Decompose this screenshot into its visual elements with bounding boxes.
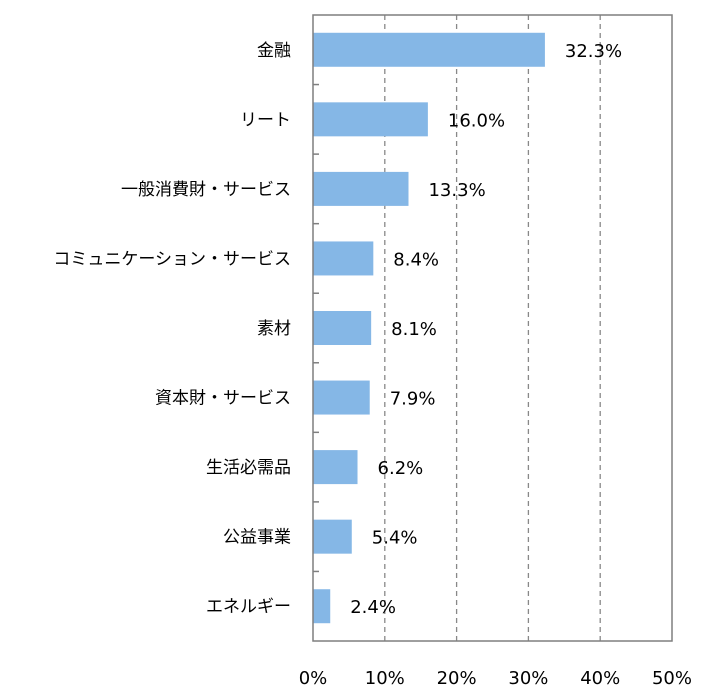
y-axis-ticks [313, 83, 319, 573]
category-label: エネルギー [206, 597, 291, 617]
value-label: 8.1% [391, 319, 437, 340]
value-labels: 32.3% 16.0% 13.3% 8.4% 8.1% 7.9% 6.2% 5.4% 2.4% [350, 41, 622, 618]
value-label: 13.3% [428, 180, 485, 201]
bar-6 [313, 450, 358, 485]
value-label: 8.4% [393, 249, 439, 270]
bars [313, 32, 545, 624]
bar-7 [313, 519, 352, 554]
plot-frame [312, 14, 673, 642]
x-axis-tick-labels: 0% 10% 20% 30% 40% 50% [299, 668, 692, 689]
x-tick-label: 50% [652, 668, 692, 689]
bar-5 [313, 380, 370, 415]
x-tick-label: 20% [437, 668, 477, 689]
category-label: コミュニケーション・サービス [53, 249, 291, 269]
category-label: 金融 [257, 41, 291, 61]
x-tick-label: 0% [299, 668, 328, 689]
x-tick-label: 10% [365, 668, 405, 689]
value-label: 16.0% [448, 110, 505, 131]
value-label: 7.9% [390, 389, 436, 410]
category-label: 資本財・サービス [155, 389, 291, 409]
bar-2 [313, 171, 409, 206]
category-label: 素材 [257, 319, 291, 339]
category-label: 生活必需品 [206, 458, 291, 478]
bar-1 [313, 102, 428, 137]
category-label: リート [240, 110, 291, 130]
bar-3 [313, 241, 374, 276]
value-label: 6.2% [378, 458, 424, 479]
bar-8 [313, 589, 331, 624]
category-label: 公益事業 [223, 528, 291, 548]
x-tick-label: 30% [508, 668, 548, 689]
category-labels: 金融リート一般消費財・サービスコミュニケーション・サービス素材資本財・サービス生… [53, 41, 291, 617]
value-label: 5.4% [372, 528, 418, 549]
value-label: 32.3% [565, 41, 622, 62]
bar-0 [313, 32, 545, 67]
bar-4 [313, 311, 372, 345]
category-label: 一般消費財・サービス [121, 180, 291, 200]
value-label: 2.4% [350, 597, 396, 618]
x-tick-label: 40% [580, 668, 620, 689]
